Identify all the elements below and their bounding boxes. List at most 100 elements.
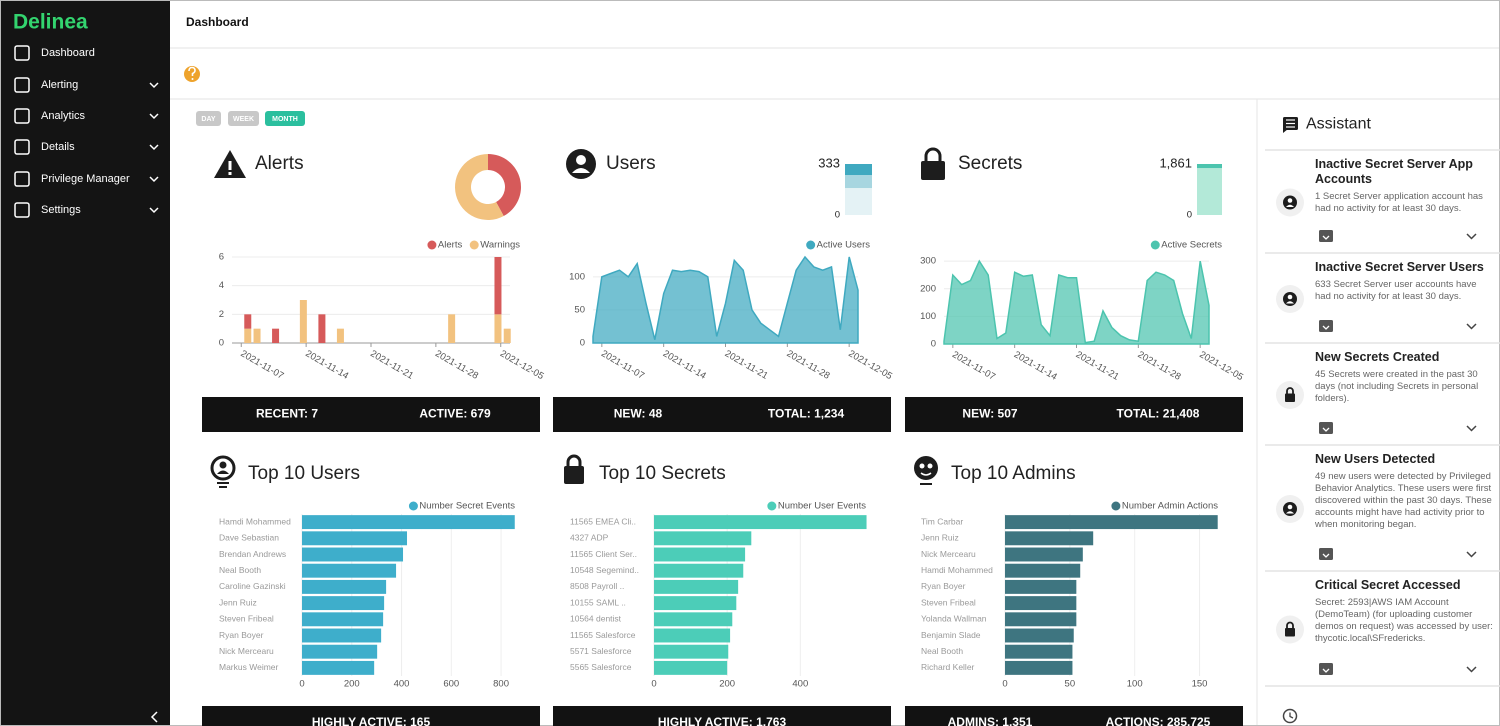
archive-icon[interactable] [1319,422,1333,434]
footer-stat: RECENT: 7 [256,407,318,421]
expand-chevron[interactable] [1466,551,1477,558]
bar [1005,612,1077,627]
footer-stat: NEW: 507 [962,407,1017,421]
user-icon-body [572,168,590,173]
legend-swatch [1150,240,1160,250]
area [943,259,1210,345]
x-tick-label: 0 [1002,679,1007,690]
y-tick-label: 0 [580,338,585,349]
collapse-icon[interactable] [150,711,158,723]
assistant-user-body [1286,204,1294,207]
nav-item[interactable]: Details [41,141,75,153]
nav-chevron[interactable] [149,207,159,214]
assistant-item-text: 45 Secrets were created in the past 30 d… [1315,369,1479,404]
category-label: 4327 ADP [570,533,609,543]
footer-stat: ACTIONS: 285,725 [1106,715,1211,726]
admin-icon-eye [927,463,933,469]
assistant-user-body [1286,511,1294,514]
nav-chevron[interactable] [149,82,159,89]
bar [494,314,502,343]
nav-item[interactable]: Dashboard [41,47,95,59]
expand-chevron[interactable] [1466,233,1477,240]
card-footer [905,706,1243,726]
assistant-lock-shackle [1286,387,1294,394]
filter-button[interactable] [196,111,221,126]
archive-icon[interactable] [1319,663,1333,675]
x-tick-label: 0 [299,679,304,690]
assistant-item-text: 49 new users were detected by Privileged… [1315,471,1492,530]
category-label: Steven Fribeal [921,597,976,607]
footer-stat: ACTIVE: 679 [419,407,491,421]
filter-button[interactable] [265,111,305,126]
nav-icon [14,139,30,155]
archive-icon[interactable] [1319,548,1333,560]
archive-icon[interactable] [1319,230,1333,242]
legend-swatch [1111,501,1121,511]
category-label: Benjamin Slade [921,630,981,640]
admin-icon-mouth [920,472,932,476]
legend-label: Active Secrets [1161,240,1222,251]
filter-button[interactable] [228,111,259,126]
x-tick-label: 200 [719,679,735,690]
history-icon[interactable] [1282,708,1298,724]
category-label: 8508 Payroll .. [570,581,624,591]
y-tick-label: 0 [835,210,840,221]
category-label: Hamdi Mohammed [921,565,993,575]
legend-swatch [427,240,437,250]
x-tick-label: 50 [1065,679,1076,690]
footer-stat: TOTAL: 1,234 [768,407,845,421]
nav-item[interactable]: Settings [41,204,81,216]
filter-label[interactable]: MONTH [272,116,298,123]
nav-item[interactable]: Alerting [41,79,78,91]
footer-stat: NEW: 48 [614,407,663,421]
assistant-lock-icon [1285,628,1295,637]
stack-segment [1197,164,1222,169]
filter-label[interactable]: WEEK [233,116,254,123]
filter-label[interactable]: DAY [201,116,215,123]
y-tick-label: 0 [1187,210,1192,221]
x-tick-label: 100 [1127,679,1143,690]
category-label: Jenn Ruiz [921,533,959,543]
area [592,255,859,344]
nav-item[interactable]: Privilege Manager [41,173,130,185]
bar [302,531,408,546]
archive-icon-arrow [1322,325,1330,330]
category-label: 11565 EMEA Cli.. [570,516,636,526]
expand-chevron[interactable] [1466,323,1477,330]
bar [272,328,280,343]
bar [654,579,739,594]
legend-label: Number Admin Actions [1122,501,1218,512]
nav-chevron[interactable] [149,113,159,120]
y-tick-label: 1,861 [1159,155,1192,170]
legend-label: Alerts [438,240,463,251]
nav-chevron[interactable] [149,144,159,151]
y-tick-label: 100 [569,271,585,282]
y-tick-label: 2 [219,309,224,320]
assistant-item: New Secrets Created 45 Secrets were creat… [1315,350,1479,404]
expand-chevron[interactable] [1466,425,1477,432]
assistant-title: Assistant [1306,116,1371,133]
bar [654,547,746,562]
bar [336,328,344,343]
nav-chevron[interactable] [149,176,159,183]
bar [494,257,502,315]
category-label: Dave Sebastian [219,533,279,543]
assistant-item-title: Inactive Secret Server Users [1315,260,1484,274]
x-tick-label: 400 [394,679,410,690]
category-label: Jenn Ruiz [219,597,257,607]
x-tick-label: 400 [792,679,808,690]
nav-item[interactable]: Analytics [41,110,86,122]
category-label: 11565 Salesforce [570,630,636,640]
footer-stat: TOTAL: 21,408 [1117,407,1200,421]
alert-icon-dot [228,172,232,175]
expand-chevron[interactable] [1466,666,1477,673]
archive-icon[interactable] [1319,320,1333,332]
assistant-lock-icon [1285,393,1295,402]
y-tick-label: 6 [219,252,224,263]
stack-segment [845,175,872,189]
bar [302,547,404,562]
nav-icon [14,45,30,61]
bar [654,644,729,659]
y-tick-label: 0 [219,338,224,349]
